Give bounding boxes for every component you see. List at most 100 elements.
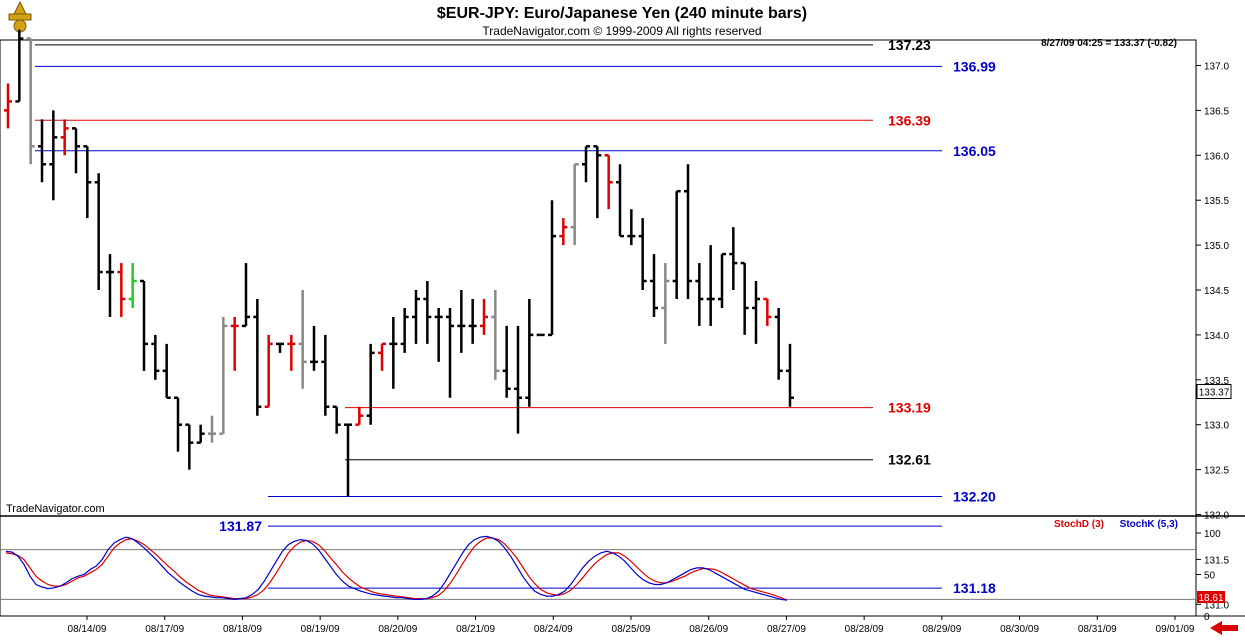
stoch-last-value: 18.61: [1198, 593, 1223, 604]
quote-readout: 8/27/09 04:25 = 133.37 (-0.82): [1041, 38, 1177, 49]
level-label: 136.05: [953, 143, 996, 159]
date-tick-label: 08/19/09: [301, 624, 340, 635]
ohlc-bar: [140, 279, 148, 371]
level-label: 137.23: [888, 37, 931, 53]
price-axis: 137.0 136.5 136.0 135.5 135.0 134.5 134.0 133.5…: [1196, 62, 1229, 611]
ohlc-bar: [525, 298, 534, 407]
date-tick-label: 08/18/09: [223, 624, 262, 635]
ohlc-bar: [128, 263, 137, 308]
ohlc-bar: [434, 307, 443, 362]
ohlc-bar: [253, 298, 262, 416]
last-price-label: 133.37: [1199, 387, 1230, 398]
watermark-text: TradeNavigator.com: [6, 503, 105, 515]
date-tick-label: 08/14/09: [68, 624, 107, 635]
date-axis: 08/14/09 08/17/09 08/18/09 08/19/09 08/20/09…: [68, 616, 1195, 635]
price-tick-label: 136.0: [1204, 151, 1229, 162]
ohlc-bar: [400, 307, 409, 353]
ohlc-bar: [786, 343, 794, 407]
scroll-right-arrow-icon[interactable]: [1206, 620, 1240, 636]
ohlc-bar: [604, 154, 613, 210]
ohlc-bar: [650, 254, 658, 317]
ohlc-bar: [570, 163, 579, 246]
level-label: 131.87: [219, 518, 262, 534]
stoch-k-legend: StochK (5,3): [1120, 519, 1178, 530]
ohlc-bar: [117, 263, 126, 317]
ohlc-bar: [684, 164, 692, 299]
ohlc-bar: [638, 218, 647, 290]
level-label: 136.39: [888, 112, 931, 128]
date-tick-label: 08/20/09: [378, 624, 417, 635]
ohlc-bar: [49, 110, 58, 201]
ohlc-bar: [514, 325, 522, 434]
ohlc-bar: [196, 424, 205, 444]
ohlc-bar: [468, 298, 477, 344]
ohlc-bar: [559, 218, 568, 246]
level-label: 132.61: [888, 452, 931, 468]
ohlc-bar: [230, 316, 239, 371]
ohlc-bar: [661, 263, 670, 344]
date-tick-label: 08/29/09: [922, 624, 961, 635]
date-tick-label: 08/21/09: [456, 624, 495, 635]
level-label: 131.18: [953, 580, 996, 596]
ohlc-bar: [26, 37, 35, 165]
price-tick-label: 133.0: [1204, 421, 1229, 432]
date-tick-label: 08/30/09: [1000, 624, 1039, 635]
stochastic-panel: 100 50 0: [0, 529, 1221, 623]
ohlc-bar: [423, 281, 432, 344]
price-tick-label: 131.0: [1204, 600, 1229, 611]
ohlc-bar: [389, 316, 398, 389]
ohlc-bar: [627, 209, 636, 246]
stoch-d-legend: StochD (3): [1054, 519, 1104, 530]
ohlc-bar: [582, 145, 590, 183]
price-tick-label: 137.0: [1204, 62, 1229, 73]
ohlc-bar: [752, 281, 760, 344]
ohlc-bar: [457, 290, 466, 353]
date-tick-label: 08/24/09: [534, 624, 573, 635]
stoch-last-marker: 18.61: [1197, 591, 1225, 604]
date-tick-label: 08/25/09: [612, 624, 651, 635]
ohlc-bar: [355, 406, 364, 426]
level-label: 132.20: [953, 489, 996, 505]
ohlc-bar: [695, 263, 704, 326]
date-tick-label: 08/27/09: [767, 624, 806, 635]
ohlc-bar: [548, 200, 556, 337]
ohlc-bar: [616, 164, 624, 238]
ohlc-bar: [774, 307, 783, 380]
level-label: 136.99: [953, 58, 996, 74]
stoch-k-line: [5, 535, 788, 601]
price-tick-label: 135.5: [1204, 196, 1229, 207]
date-tick-label: 08/17/09: [145, 624, 184, 635]
ohlc-bar: [219, 316, 228, 435]
ohlc-bar: [287, 334, 296, 371]
price-tick-label: 132.5: [1204, 466, 1229, 477]
ohlc-bar: [38, 119, 46, 183]
ohlc-bar: [706, 245, 715, 326]
ohlc-bar: [740, 261, 749, 335]
ohlc-bar: [151, 334, 160, 380]
logo-icon: [8, 0, 32, 33]
price-tick-label: 133.5: [1204, 376, 1229, 387]
ohlc-bar: [502, 325, 511, 398]
ohlc-bar: [4, 83, 12, 129]
ohlc-bar: [480, 298, 488, 335]
price-tick-label: 136.5: [1204, 106, 1229, 117]
ohlc-bar: [264, 334, 273, 408]
ohlc-bar: [718, 252, 726, 308]
ohlc-bar: [344, 423, 352, 497]
ohlc-bar: [94, 173, 103, 290]
ohlc-bar: [242, 263, 250, 328]
ohlc-bar: [15, 29, 24, 103]
stoch-tick-label: 50: [1204, 571, 1216, 582]
last-price-marker: 133.37: [1196, 383, 1232, 399]
level-label: 133.19: [888, 400, 931, 416]
ohlc-bar: [174, 396, 182, 452]
ohlc-bar: [185, 423, 194, 470]
stoch-tick-label: 0: [1204, 612, 1210, 623]
ohlc-bar: [310, 325, 318, 371]
price-tick-label: 132.0: [1204, 511, 1229, 522]
stoch-d-line: [5, 537, 788, 601]
ohlc-bar: [332, 405, 341, 434]
support-resistance-levels: 137.23 136.99 136.39 136.05 133.19 132.61 132.…: [35, 37, 996, 596]
price-tick-label: 131.5: [1204, 555, 1229, 566]
